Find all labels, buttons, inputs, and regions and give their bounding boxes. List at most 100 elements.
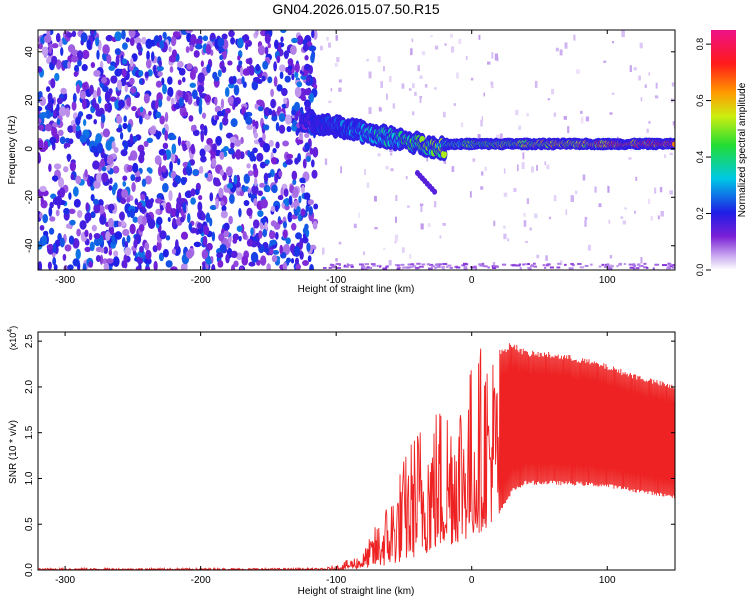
heatmap-cell [204,172,209,178]
heatmap-cell [420,223,424,230]
heatmap-cell [573,34,576,41]
y-tick-label: 20 [24,94,35,106]
heatmap-cell [390,153,393,156]
heatmap-cell [494,53,499,61]
heatmap-cell [182,143,187,152]
x-tick-label: 100 [599,575,616,586]
heatmap-cell [394,216,397,223]
heatmap-cell [300,95,307,102]
heatmap-cell [211,157,217,168]
heatmap-cell [223,222,230,231]
heatmap-cell [411,38,414,43]
heatmap-cell [176,158,181,166]
y-tick-label: 40 [24,46,35,58]
heatmap-cell [65,223,72,229]
heatmap-cell [282,140,290,147]
heatmap-cell [257,210,264,218]
heatmap-cell [311,169,318,179]
heatmap-cell [640,97,643,102]
heatmap-cell [155,198,162,204]
heatmap-cell [248,64,255,76]
heatmap-cell [478,34,481,40]
heatmap-cell [132,216,139,223]
heatmap-cell [130,57,134,68]
heatmap-cell [167,86,174,98]
heatmap-cell [84,246,91,253]
heatmap-cell [199,123,205,131]
heatmap-cell [607,267,613,270]
heatmap-cell [480,186,484,190]
heatmap-cell [262,60,269,70]
heatmap-cell [564,42,568,49]
heatmap-cell [643,262,647,265]
heatmap-cell [46,102,54,111]
heatmap-cell [590,263,593,266]
heatmap-cell [45,86,51,92]
heatmap-cell [49,201,54,209]
heatmap-cell [424,84,428,88]
heatmap-cell [366,58,369,62]
heatmap-cell [219,121,223,131]
heatmap-cell [622,220,626,225]
heatmap-cell [56,103,60,112]
heatmap-cell [294,71,299,78]
heatmap-cell [264,46,269,55]
heatmap-cell [287,58,294,66]
heatmap-cell [419,75,423,79]
heatmap-cell [284,197,290,207]
heatmap-cell [251,80,259,91]
heatmap-cell [292,119,298,127]
heatmap-cell [230,37,236,45]
heatmap-cell [492,262,496,267]
heatmap-cell [90,30,95,36]
heatmap-cell [471,266,476,269]
heatmap-cell [144,242,150,251]
heatmap-cell [192,124,197,131]
heatmap-cell [465,55,468,61]
heatmap-cell [496,134,500,139]
heatmap-cell [125,37,130,43]
heatmap-cell [108,185,113,191]
heatmap-cell [102,128,111,138]
heatmap-cell [173,103,181,110]
heatmap-cell [268,108,273,116]
heatmap-cell [93,198,99,206]
heatmap-cell [233,260,239,268]
heatmap-cell [228,82,235,89]
heatmap-cell [348,264,354,267]
heatmap-cell [262,124,270,131]
heatmap-cell [350,265,354,268]
y-axis-label: SNR (10 * v/v) [8,420,19,484]
heatmap-cell [65,107,71,118]
heatmap-cell [335,35,338,41]
heatmap-cell [580,110,583,114]
heatmap-cell [221,65,227,74]
heatmap-cell [93,69,101,77]
heatmap-cell [209,204,217,211]
heatmap-cell [106,258,114,264]
heatmap-cell [54,72,60,82]
heatmap-cell [580,116,584,124]
heatmap-cell [245,42,249,51]
heatmap-cell [606,263,610,266]
heatmap-cell [603,266,607,269]
heatmap-cell [463,262,468,265]
heatmap-cell [59,136,66,145]
heatmap-cell [249,151,255,162]
heatmap-cell [654,95,659,99]
heatmap-cell [470,77,474,81]
heatmap-cell [127,123,132,133]
heatmap-cell [220,210,228,219]
heatmap-cell [138,78,143,85]
heatmap-cell [39,185,47,192]
y-tick-label: 2.0 [24,380,35,394]
heatmap-cell [340,166,342,174]
heatmap-cell [529,227,532,231]
y-tick-label: 0 [24,146,35,152]
heatmap-cell [90,211,96,219]
heatmap-cell [110,61,116,67]
heatmap-cell [567,126,570,134]
heatmap-cell [123,254,128,265]
heatmap-cell [168,46,172,53]
heatmap-cell [629,266,635,269]
